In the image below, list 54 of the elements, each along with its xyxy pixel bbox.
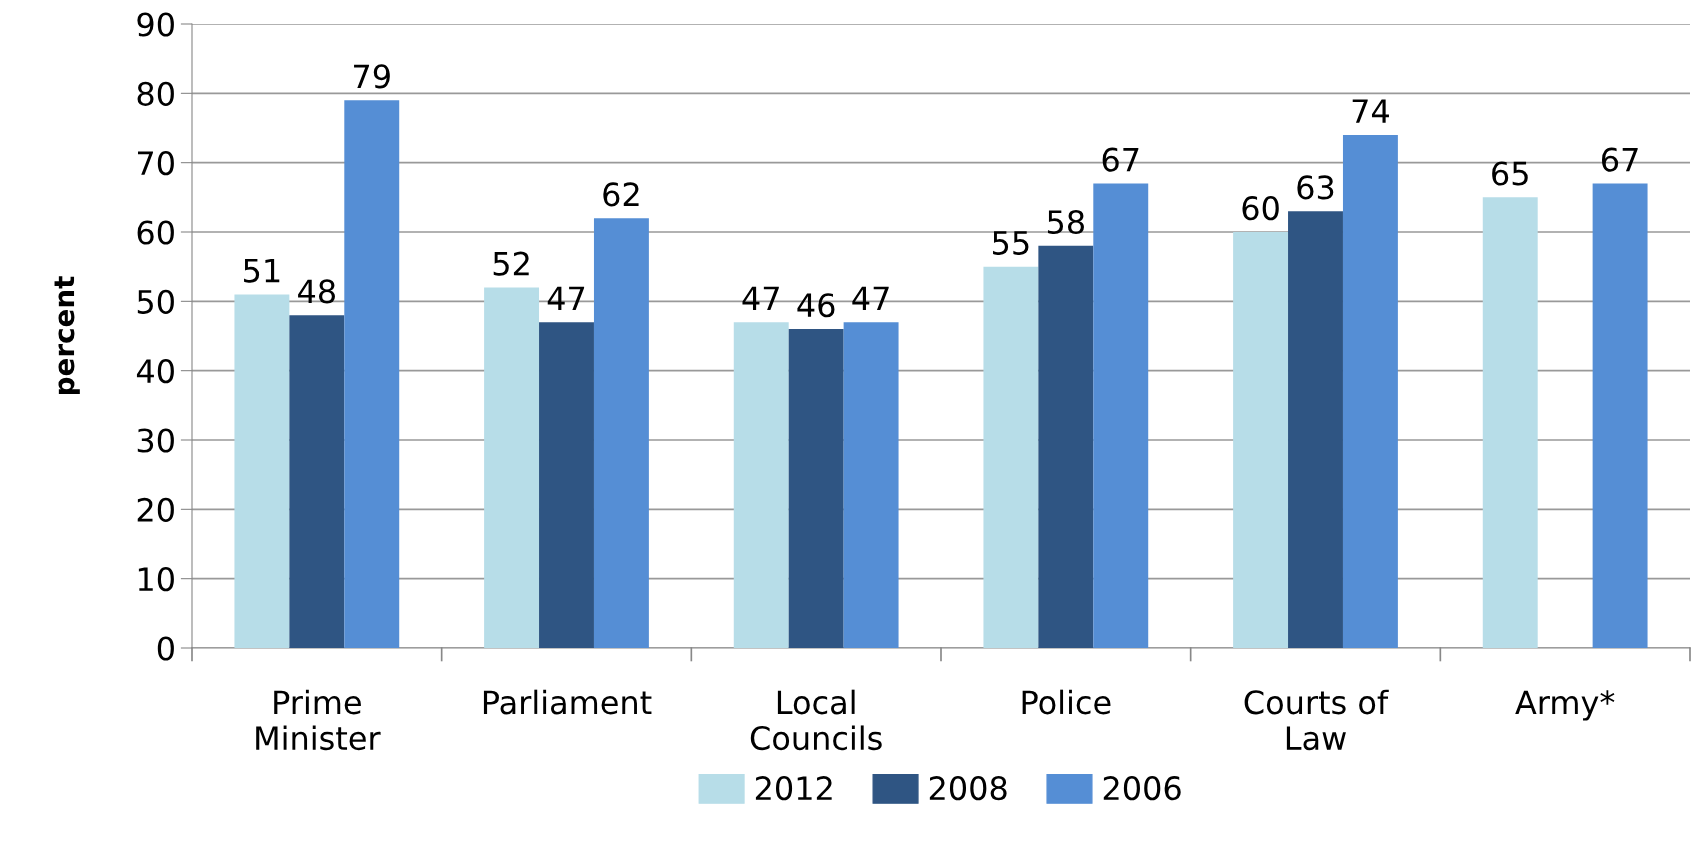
x-tick-label: Prime Minister <box>256 689 381 751</box>
bar <box>1482 197 1538 648</box>
bar <box>983 266 1039 648</box>
y-tick-label: 10 <box>138 567 174 592</box>
y-tick-label: 40 <box>136 359 174 384</box>
bar <box>593 218 649 648</box>
bar <box>843 322 899 648</box>
bar <box>289 315 345 648</box>
data-label: 67 <box>1102 147 1139 172</box>
data-label: 60 <box>1242 196 1279 221</box>
data-label: 74 <box>1352 99 1389 123</box>
x-tick-label: Army* <box>1515 690 1615 721</box>
y-tick-label: 0 <box>157 636 174 661</box>
data-label: 63 <box>1297 175 1334 200</box>
x-tick-label: Courts of Law <box>1244 689 1389 751</box>
x-tick-label: Local Councils <box>750 689 882 751</box>
data-label: 51 <box>244 258 280 283</box>
y-tick-label: 20 <box>137 497 174 522</box>
bar <box>484 287 540 648</box>
y-tick-label: 90 <box>137 12 174 37</box>
legend-label: 2008 <box>929 776 1007 801</box>
bar <box>1038 245 1094 648</box>
bar <box>1233 232 1289 648</box>
bar <box>1342 134 1398 648</box>
y-tick-label: 80 <box>137 81 174 106</box>
y-tick-label: 30 <box>137 428 174 453</box>
bar <box>539 322 594 648</box>
data-label: 55 <box>993 231 1029 255</box>
data-label: 58 <box>1047 209 1084 235</box>
data-label: 46 <box>797 293 835 318</box>
bar <box>344 100 400 648</box>
data-label: 47 <box>852 286 889 310</box>
bar <box>1093 183 1149 648</box>
data-label: 48 <box>298 279 335 304</box>
bar <box>1592 183 1648 648</box>
y-tick-label: 70 <box>138 151 174 176</box>
bar <box>234 294 290 648</box>
data-label: 62 <box>603 182 639 207</box>
data-label: 52 <box>493 251 529 276</box>
y-axis-title: percent <box>54 276 80 395</box>
y-tick-label: 50 <box>137 289 174 314</box>
data-label: 67 <box>1602 147 1638 172</box>
data-label: 47 <box>742 286 779 310</box>
legend-label: 2012 <box>755 776 832 801</box>
x-tick-label: Parliament <box>483 689 652 715</box>
y-tick-label: 60 <box>137 220 174 245</box>
bar <box>1288 211 1343 648</box>
x-tick-label: Police <box>1022 689 1111 715</box>
data-label: 79 <box>354 64 390 89</box>
data-label: 47 <box>547 286 585 310</box>
data-label: 65 <box>1492 161 1528 186</box>
legend-label: 2006 <box>1103 776 1181 801</box>
bar <box>788 329 844 648</box>
bar <box>733 322 789 648</box>
